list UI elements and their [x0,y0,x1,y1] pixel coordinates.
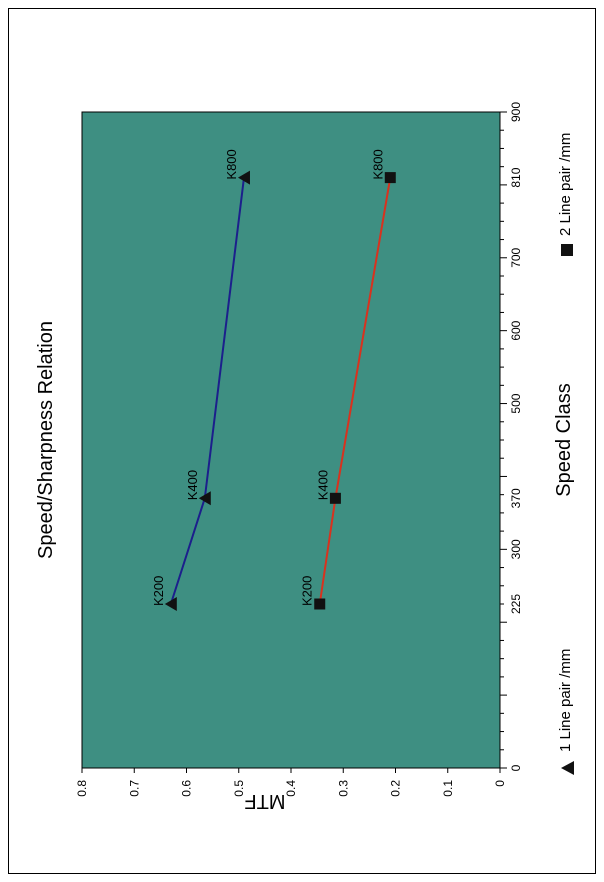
series-2-square-marker [384,172,396,184]
y-tick-label: 0.2 [389,780,403,797]
x-tick-label-group: 0 [509,764,523,771]
x-tick-label: 370 [509,488,523,508]
x-tick-label-group: 500 [509,393,523,413]
y-tick-label: 0.3 [336,780,350,797]
series-2-square-marker [314,598,326,610]
series-1-point-label: K200 [151,576,166,606]
axes: 0 225 300 370 500 600 700 810 900 0 0.1 0.2 0.3 0.4 0.… [75,102,523,797]
series-1-triangle-marker [237,170,250,185]
y-tick-label: 0.6 [180,780,194,797]
y-tick-label-group: 0.7 [127,780,141,797]
x-tick-label: 900 [509,102,523,122]
series-1-triangle-marker [164,597,177,611]
series-1-point-label: K800 [224,149,239,179]
x-tick-label-group: 370 [509,488,523,508]
y-tick-label-group: 0.1 [441,780,455,797]
point-labels: K200 K400 K800 K200 K400 K800 [151,149,385,606]
legend-square-marker [561,244,573,256]
y-axis-title: MTF [244,790,285,812]
y-tick-label-group: 0 [493,780,507,787]
series-2-point-label: K800 [370,149,385,179]
legend-label-series-1: 1 Line pair /mm [557,649,574,752]
series-1-point-label: K400 [185,470,200,500]
y-tick-label-group: 0.2 [389,780,403,797]
point-label-group: K800 [370,149,385,179]
series-1-triangle-marker [198,491,211,506]
x-tick-label-group: 300 [509,539,523,559]
x-tick-label: 810 [509,167,523,187]
chart-title: Speed/Sharpness Relation [35,321,57,559]
y-tick-label-group: 0.5 [232,780,246,797]
point-label-group: K200 [151,576,166,606]
y-tick-label: 0.1 [441,780,455,797]
x-tick-label-group: 900 [509,102,523,122]
y-tick-label-group: 0.3 [336,780,350,797]
y-tick-label-group: 0.8 [75,780,89,797]
x-tick-label-group: 600 [509,320,523,340]
y-tick-label-group: 0.4 [284,780,298,797]
x-tick-label: 600 [509,320,523,340]
series-2-point-label: K200 [300,576,315,606]
point-label-group: K400 [315,470,330,500]
series-2-point-label: K400 [315,470,330,500]
plot-area [81,111,501,769]
y-tick-label: 0 [493,780,507,787]
y-tick-label: 0.8 [75,780,89,797]
y-tick-label-group: 0.6 [180,780,194,797]
legend-triangle-marker [561,761,574,775]
legend-label-series-2: 2 Line pair /mm [557,133,574,236]
point-label-group: K400 [185,470,200,500]
x-axis-title: Speed Class [553,383,575,496]
x-tick-label: 500 [509,393,523,413]
x-tick-label: 700 [509,247,523,267]
x-tick-label-group: 700 [509,247,523,267]
y-tick-label: 0.7 [127,780,141,797]
point-label-group: K800 [224,149,239,179]
series-markers [164,170,396,611]
legend: 1 Line pair /mm 2 Line pair /mm [557,133,574,775]
y-tick-label: 0.4 [284,780,298,797]
x-tick-label-group: 810 [509,167,523,187]
point-label-group: K200 [300,576,315,606]
y-tick-label: 0.5 [232,780,246,797]
x-tick-label: 0 [509,764,523,771]
x-tick-label: 300 [509,539,523,559]
x-tick-label: 225 [509,594,523,614]
x-tick-label-group: 225 [509,594,523,614]
series-2-square-marker [329,492,341,504]
